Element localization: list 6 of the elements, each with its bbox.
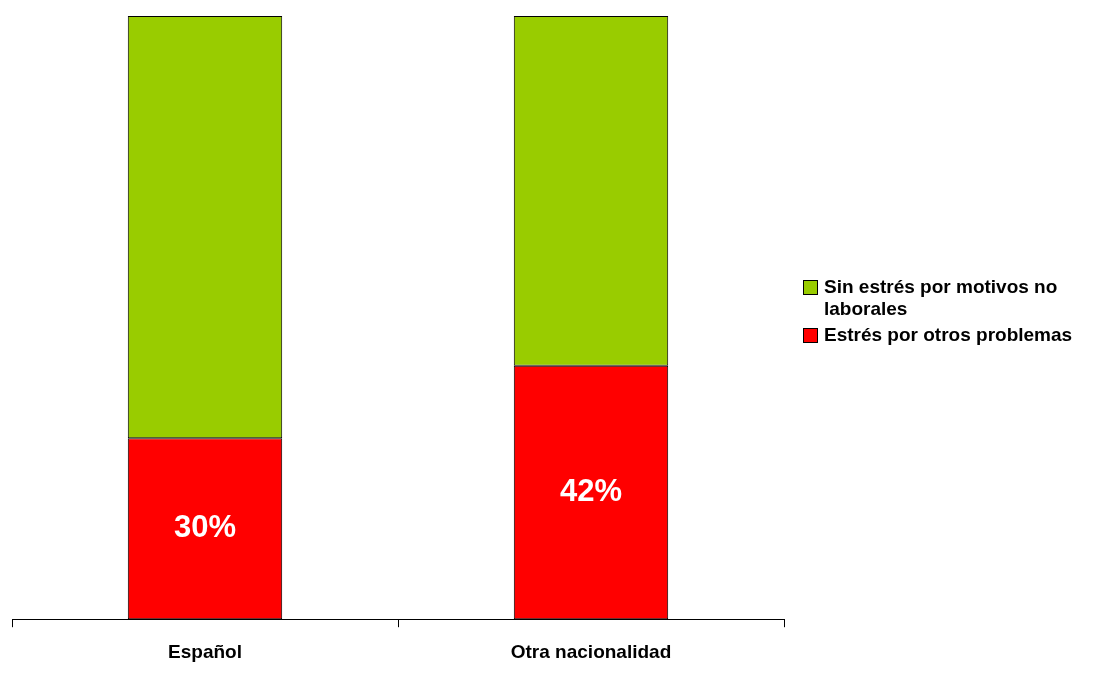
x-tick-label: Otra nacionalidad	[510, 640, 672, 662]
data-label: 42%	[559, 473, 623, 509]
data-label: 30%	[173, 509, 237, 545]
legend-label: Sin estrés por motivos no laborales	[824, 276, 1059, 320]
legend-label: Estrés por otros problemas	[824, 324, 1073, 346]
x-tick-label: Español	[168, 640, 242, 662]
